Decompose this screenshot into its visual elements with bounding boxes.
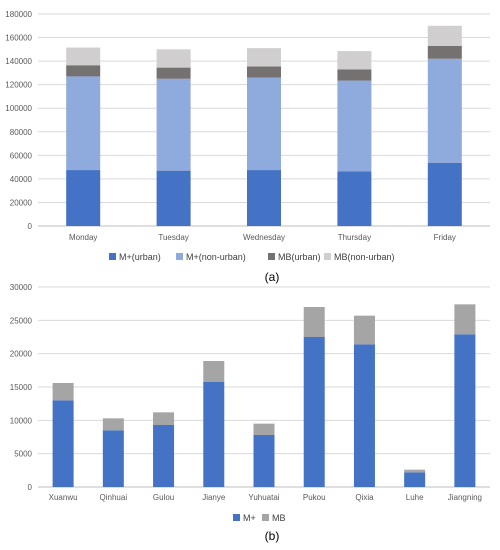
bar-segment-m [153, 425, 175, 487]
chart-panel-b: 0 5000 10000 15000 20000 25000 30000 Xuanwu Qinh… [10, 283, 490, 543]
legend-label: M+ [243, 513, 256, 523]
bar-segment-mb [52, 383, 74, 401]
bar-segment-mb-urban [66, 65, 101, 77]
panel-label: (a) [265, 270, 280, 284]
bar-segment-m-urban [427, 162, 462, 226]
x-tick-label: Pukou [303, 493, 326, 502]
panel-label: (b) [265, 529, 280, 543]
bar-segment-m-urban [66, 170, 101, 226]
bar-segment-m [52, 400, 74, 487]
y-tick-label: 60000 [10, 151, 33, 160]
bar-segment-m [203, 381, 225, 487]
x-tick-label: Qixia [355, 493, 374, 502]
bar-segment-m-non-urban [427, 58, 462, 163]
x-tick-label: Xuanwu [49, 493, 78, 502]
legend-label: M+(non-urban) [186, 252, 246, 262]
bar-segment-mb [353, 315, 375, 345]
bar-segment-mb [303, 307, 325, 337]
bar-segment-mb-non-urban [66, 47, 101, 66]
x-tick-label: Jiangning [448, 493, 482, 502]
x-tick-label: Yuhuatai [248, 493, 279, 502]
bar-segment-m [353, 344, 375, 487]
x-tick-label: Friday [434, 233, 456, 242]
y-tick-label: 20000 [10, 198, 33, 207]
bar-segment-m-non-urban [247, 77, 281, 171]
legend-swatch [324, 253, 331, 260]
bar-segment-mb-non-urban [156, 49, 191, 68]
bar-segment-m-urban [247, 170, 281, 226]
y-tick-label: 140000 [5, 57, 32, 66]
bar-segment-mb-urban [156, 67, 191, 79]
bar-segment-mb-non-urban [427, 25, 462, 46]
bar-segment-mb [404, 469, 426, 473]
y-tick-label: 20000 [10, 350, 33, 359]
y-tick-label: 160000 [5, 34, 32, 43]
y-tick-label: 180000 [5, 10, 32, 19]
chart-panel-a: 0 20000 40000 60000 80000 100000 120000 140000 1… [5, 10, 490, 284]
legend-label: MB(urban) [278, 252, 321, 262]
x-tick-label: Thursday [338, 233, 371, 242]
legend-swatch [262, 514, 269, 521]
legend-label: MB [272, 513, 286, 523]
bar-segment-m-urban [337, 171, 372, 226]
y-tick-label: 15000 [10, 383, 33, 392]
bar-segment-mb-non-urban [337, 51, 372, 70]
x-tick-label: Qinhuai [100, 493, 128, 502]
bar-segment-mb-urban [427, 45, 462, 59]
bar-segment-mb-urban [247, 66, 281, 78]
x-tick-label: Tuesday [158, 233, 188, 242]
x-tick-label: Monday [69, 233, 97, 242]
y-tick-label: 30000 [10, 283, 33, 292]
bar-segment-mb-non-urban [247, 48, 281, 67]
y-tick-label: 120000 [5, 81, 32, 90]
y-tick-label: 5000 [14, 450, 32, 459]
bar-segment-m [253, 435, 275, 487]
y-tick-label: 40000 [10, 175, 33, 184]
bar-segment-m-urban [156, 170, 191, 226]
x-tick-label: Wednesday [243, 233, 285, 242]
bar-segment-mb [102, 418, 124, 431]
y-tick-label: 25000 [10, 316, 33, 325]
bar-segment-m-non-urban [156, 78, 191, 171]
bar-segment-mb [454, 304, 476, 335]
bar-segment-mb [203, 361, 225, 382]
legend-swatch [109, 253, 116, 260]
x-tick-label: Gulou [153, 493, 174, 502]
y-tick-label: 100000 [5, 104, 32, 113]
bar-segment-m [454, 334, 476, 487]
y-tick-label: 0 [28, 222, 33, 231]
y-tick-label: 10000 [10, 416, 33, 425]
bar-segment-m-non-urban [337, 80, 372, 172]
legend-label: M+(urban) [119, 252, 161, 262]
bar-segment-m [102, 430, 124, 487]
bar-segment-mb-urban [337, 69, 372, 81]
legend-label: MB(non-urban) [334, 252, 395, 262]
y-tick-label: 0 [28, 483, 33, 492]
x-tick-label: Jianye [202, 493, 226, 502]
bar-segment-m [303, 337, 325, 487]
bar-segment-mb [153, 412, 175, 425]
bar-segment-m [404, 472, 426, 487]
legend-swatch [233, 514, 240, 521]
bar-segment-mb [253, 423, 275, 435]
legend-swatch [176, 253, 183, 260]
y-tick-label: 80000 [10, 128, 33, 137]
legend-swatch [268, 253, 275, 260]
bar-segment-m-non-urban [66, 76, 101, 171]
x-tick-label: Luhe [406, 493, 424, 502]
